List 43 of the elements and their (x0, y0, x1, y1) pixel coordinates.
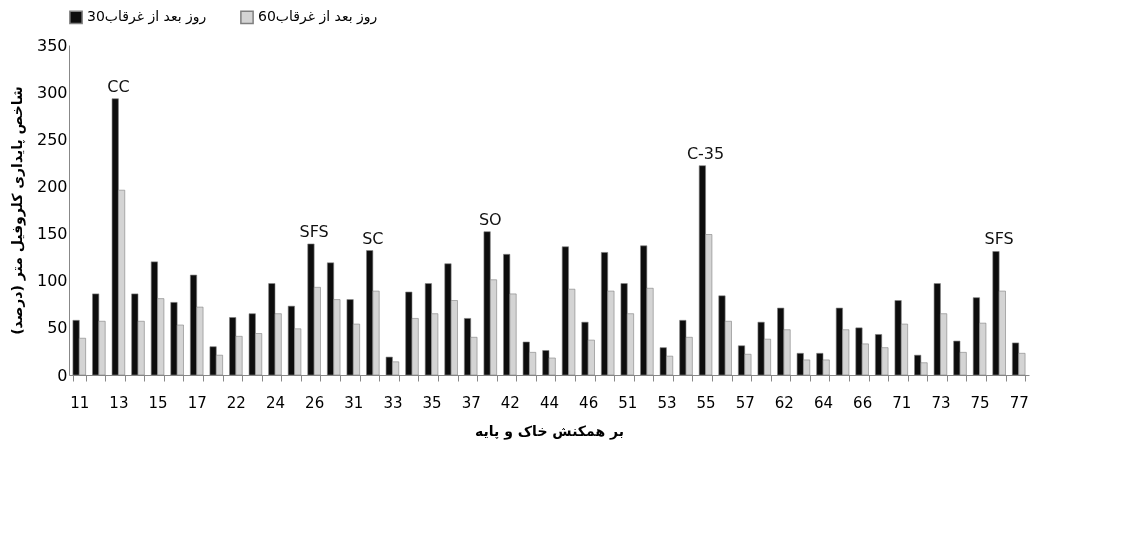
y-tick-label: 300 (36, 82, 68, 102)
y-tick-label: 200 (36, 176, 68, 196)
x-tick-label: 75 (970, 393, 990, 412)
y-tick-label: 150 (36, 224, 68, 244)
x-tick-label: 22 (226, 393, 246, 412)
y-tick-label: 350 (36, 35, 68, 55)
x-tick-label: 53 (657, 393, 677, 412)
x-tick-label: 77 (1009, 393, 1029, 412)
annotation: C-35 (686, 143, 725, 163)
x-tick-label: 71 (892, 393, 912, 412)
x-tick-label: 15 (148, 393, 168, 412)
x-tick-label: 44 (539, 393, 560, 412)
x-tick-label: 13 (109, 393, 129, 412)
legend-label: 60روز بعد از غرقاب (258, 8, 378, 26)
annotation: CC (107, 76, 130, 96)
y-tick-label: 100 (36, 271, 68, 291)
x-tick-label: 46 (579, 393, 599, 412)
y-tick-label: 0 (57, 365, 68, 385)
x-tick-label: 31 (344, 393, 364, 412)
x-tick-label: 17 (187, 393, 207, 412)
y-tick-label: 250 (36, 129, 68, 149)
x-tick-label: 35 (422, 393, 442, 412)
x-tick-label: 51 (618, 393, 638, 412)
x-tick-label: 26 (305, 393, 325, 412)
x-tick-label: 64 (813, 393, 834, 412)
legend-label: 30روز بعد از غرقاب (87, 8, 207, 26)
x-tick-label: 24 (265, 393, 286, 412)
x-tick-label: 42 (500, 393, 520, 412)
x-tick-label: 73 (931, 393, 951, 412)
y-tick-label: 50 (47, 318, 68, 338)
y-axis-title: شاخص پایداری کلروفیل متر (درصد) (8, 86, 26, 335)
annotation: SC (362, 228, 384, 248)
x-axis-title: بر همکنش خاک و پایه (475, 422, 624, 440)
annotation: SFS (299, 221, 329, 241)
annotation: SFS (984, 229, 1014, 249)
x-tick-label: 37 (461, 393, 481, 412)
x-tick-label: 11 (70, 393, 90, 412)
x-tick-label: 66 (853, 393, 873, 412)
x-tick-label: 62 (774, 393, 794, 412)
x-tick-label: 57 (735, 393, 755, 412)
x-tick-label: 55 (696, 393, 716, 412)
annotation: SO (478, 209, 502, 229)
x-tick-label: 33 (383, 393, 403, 412)
